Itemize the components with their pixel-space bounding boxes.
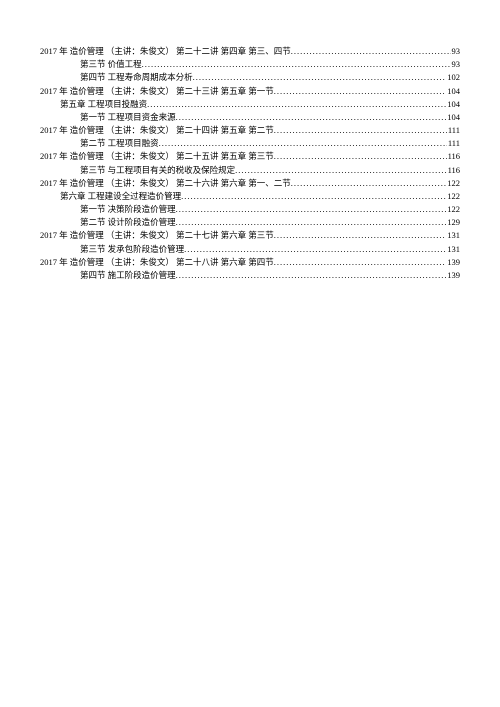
toc-entry: 第三节 发承包阶段造价管理 131	[40, 243, 460, 256]
toc-entry-page: 122	[446, 203, 460, 216]
toc-entry-text: 第三节 发承包阶段造价管理	[80, 243, 184, 256]
toc-entry-text: 2017 年 造价管理 （主讲：朱俊文） 第二十四讲 第五章 第二节	[40, 124, 274, 137]
toc-leader-dots	[176, 111, 447, 124]
toc-entry-page: 93	[451, 45, 461, 58]
toc-leader-dots	[142, 58, 451, 71]
toc-entry: 2017 年 造价管理 （主讲：朱俊文） 第二十二讲 第四章 第三、四节 93	[40, 45, 460, 58]
toc-entry: 2017 年 造价管理 （主讲：朱俊文） 第二十七讲 第六章 第三节 131	[40, 229, 460, 242]
toc-leader-dots	[274, 124, 447, 137]
toc-entry: 第五章 工程项目投融资 104	[40, 98, 460, 111]
toc-entry: 2017 年 造价管理 （主讲：朱俊文） 第二十八讲 第六章 第四节 139	[40, 256, 460, 269]
toc-entry: 第二节 设计阶段造价管理 129	[40, 216, 460, 229]
toc-leader-dots	[274, 229, 446, 242]
toc-entry-text: 2017 年 造价管理 （主讲：朱俊文） 第二十八讲 第六章 第四节	[40, 256, 274, 269]
toc-entry: 第一节 工程项目资金来源 104	[40, 111, 460, 124]
toc-entry-text: 2017 年 造价管理 （主讲：朱俊文） 第二十六讲 第六章 第一、二节	[40, 177, 291, 190]
toc-entry-page: 131	[446, 229, 460, 242]
toc-entry: 第四节 工程寿命周期成本分析 102	[40, 71, 460, 84]
toc-leader-dots	[235, 164, 446, 177]
toc-leader-dots	[291, 45, 451, 58]
toc-entry-text: 第二节 工程项目融资	[80, 137, 159, 150]
toc-entry: 2017 年 造价管理 （主讲：朱俊文） 第二十四讲 第五章 第二节 111	[40, 124, 460, 137]
toc-entry-page: 122	[446, 190, 460, 203]
toc-entry-page: 104	[446, 111, 460, 124]
toc-leader-dots	[274, 150, 447, 163]
toc-entry-page: 131	[446, 243, 460, 256]
toc-entry-text: 第四节 施工阶段造价管理	[80, 269, 176, 282]
toc-leader-dots	[184, 243, 446, 256]
toc-leader-dots	[176, 269, 447, 282]
toc-entry-text: 第四节 工程寿命周期成本分析	[80, 71, 193, 84]
toc-entry-page: 139	[446, 256, 460, 269]
toc-leader-dots	[181, 190, 446, 203]
toc-entry-page: 104	[446, 98, 460, 111]
toc-entry-page: 111	[447, 137, 460, 150]
toc-entry: 第二节 工程项目融资 111	[40, 137, 460, 150]
table-of-contents: 2017 年 造价管理 （主讲：朱俊文） 第二十二讲 第四章 第三、四节93第三…	[40, 45, 460, 282]
toc-entry-text: 2017 年 造价管理 （主讲：朱俊文） 第二十三讲 第五章 第一节	[40, 85, 274, 98]
toc-entry: 第三节 价值工程 93	[40, 58, 460, 71]
toc-leader-dots	[147, 98, 446, 111]
toc-entry: 第六章 工程建设全过程造价管理 122	[40, 190, 460, 203]
toc-entry-text: 2017 年 造价管理 （主讲：朱俊文） 第二十七讲 第六章 第三节	[40, 229, 274, 242]
toc-leader-dots	[274, 85, 446, 98]
toc-entry-page: 93	[451, 58, 461, 71]
toc-entry-page: 116	[447, 150, 460, 163]
toc-entry-page: 111	[447, 124, 460, 137]
toc-entry-text: 第三节 价值工程	[80, 58, 142, 71]
toc-entry-page: 122	[446, 177, 460, 190]
toc-leader-dots	[176, 203, 447, 216]
toc-entry-page: 116	[447, 164, 460, 177]
toc-leader-dots	[274, 256, 446, 269]
toc-entry-text: 第二节 设计阶段造价管理	[80, 216, 176, 229]
toc-entry-text: 第三节 与工程项目有关的税收及保险规定	[80, 164, 235, 177]
toc-entry: 第一节 决策阶段造价管理 122	[40, 203, 460, 216]
toc-entry: 2017 年 造价管理 （主讲：朱俊文） 第二十六讲 第六章 第一、二节 122	[40, 177, 460, 190]
toc-leader-dots	[193, 71, 447, 84]
toc-entry-page: 129	[446, 216, 460, 229]
toc-leader-dots	[159, 137, 447, 150]
toc-entry: 2017 年 造价管理 （主讲：朱俊文） 第二十三讲 第五章 第一节 104	[40, 85, 460, 98]
toc-entry-page: 139	[446, 269, 460, 282]
toc-entry: 2017 年 造价管理 （主讲：朱俊文） 第二十五讲 第五章 第三节 116	[40, 150, 460, 163]
toc-entry-text: 第六章 工程建设全过程造价管理	[60, 190, 181, 203]
toc-entry-text: 第一节 工程项目资金来源	[80, 111, 176, 124]
toc-entry-page: 102	[446, 71, 460, 84]
toc-leader-dots	[176, 216, 447, 229]
toc-entry-page: 104	[446, 85, 460, 98]
toc-leader-dots	[291, 177, 446, 190]
toc-entry-text: 2017 年 造价管理 （主讲：朱俊文） 第二十五讲 第五章 第三节	[40, 150, 274, 163]
toc-entry-text: 2017 年 造价管理 （主讲：朱俊文） 第二十二讲 第四章 第三、四节	[40, 45, 291, 58]
toc-entry: 第三节 与工程项目有关的税收及保险规定 116	[40, 164, 460, 177]
toc-entry-text: 第一节 决策阶段造价管理	[80, 203, 176, 216]
toc-entry-text: 第五章 工程项目投融资	[60, 98, 147, 111]
toc-entry: 第四节 施工阶段造价管理 139	[40, 269, 460, 282]
